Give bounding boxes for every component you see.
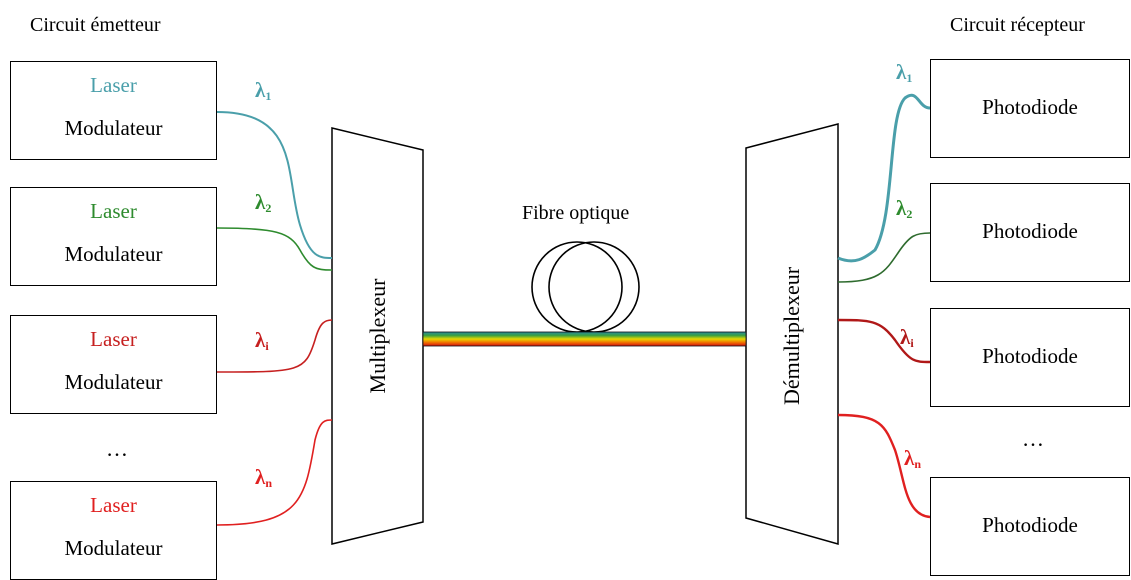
fiber-cable-outline bbox=[422, 331, 747, 347]
rx-curve-3 bbox=[837, 318, 931, 364]
rx-curve-1 bbox=[837, 93, 931, 263]
fiber-coil-right bbox=[548, 241, 640, 333]
receiver-box-4: Photodiode bbox=[930, 477, 1130, 576]
rx-lambda-i: λi bbox=[900, 325, 914, 350]
transmitter-title: Circuit émetteur bbox=[30, 14, 161, 36]
demultiplexer-shape bbox=[745, 123, 839, 545]
receiver-box-3: Photodiode bbox=[930, 308, 1130, 407]
photodiode-label-4: Photodiode bbox=[982, 513, 1078, 537]
photodiode-label-1: Photodiode bbox=[982, 95, 1078, 119]
laser-label-3: Laser bbox=[90, 327, 137, 351]
tx-lambda-n: λn bbox=[255, 465, 273, 490]
demultiplexer-label: Démultiplexeur bbox=[779, 266, 804, 406]
multiplexer-shape bbox=[331, 127, 424, 545]
laser-label-2: Laser bbox=[90, 199, 137, 223]
transmitter-box-2: Laser Modulateur bbox=[10, 187, 217, 286]
tx-lambda-1: λ1 bbox=[255, 78, 272, 103]
rx-curve-4 bbox=[837, 413, 931, 519]
fiber-title: Fibre optique bbox=[522, 202, 630, 224]
receiver-box-2: Photodiode bbox=[930, 183, 1130, 282]
multiplexer-label: Multiplexeur bbox=[365, 278, 390, 394]
photodiode-label-3: Photodiode bbox=[982, 344, 1078, 368]
modulator-label-1: Modulateur bbox=[64, 116, 163, 140]
rx-lambda-1: λ1 bbox=[896, 60, 913, 85]
receiver-box-1: Photodiode bbox=[930, 59, 1130, 158]
transmitter-ellipsis: … bbox=[106, 436, 130, 461]
tx-lambda-i: λi bbox=[255, 328, 269, 353]
modulator-label-3: Modulateur bbox=[64, 370, 163, 394]
modulator-label-4: Modulateur bbox=[64, 536, 163, 560]
rx-curve-2 bbox=[837, 232, 931, 283]
rx-lambda-n: λn bbox=[904, 446, 922, 471]
receiver-title: Circuit récepteur bbox=[950, 14, 1085, 36]
tx-lambda-2: λ2 bbox=[255, 190, 272, 215]
tx-curve-4 bbox=[216, 419, 333, 526]
fiber-coil-left bbox=[531, 241, 623, 333]
tx-curve-1 bbox=[216, 111, 333, 259]
transmitter-box-1: Laser Modulateur bbox=[10, 61, 217, 160]
transmitter-box-3: Laser Modulateur bbox=[10, 315, 217, 414]
tx-curve-2 bbox=[216, 227, 333, 271]
transmitter-box-4: Laser Modulateur bbox=[10, 481, 217, 580]
photodiode-label-2: Photodiode bbox=[982, 219, 1078, 243]
laser-label-1: Laser bbox=[90, 73, 137, 97]
tx-curve-3 bbox=[216, 319, 333, 373]
laser-label-4: Laser bbox=[90, 493, 137, 517]
fiber-cable bbox=[423, 332, 746, 346]
rx-lambda-2: λ2 bbox=[896, 196, 913, 221]
modulator-label-2: Modulateur bbox=[64, 242, 163, 266]
receiver-ellipsis: … bbox=[1022, 426, 1046, 451]
